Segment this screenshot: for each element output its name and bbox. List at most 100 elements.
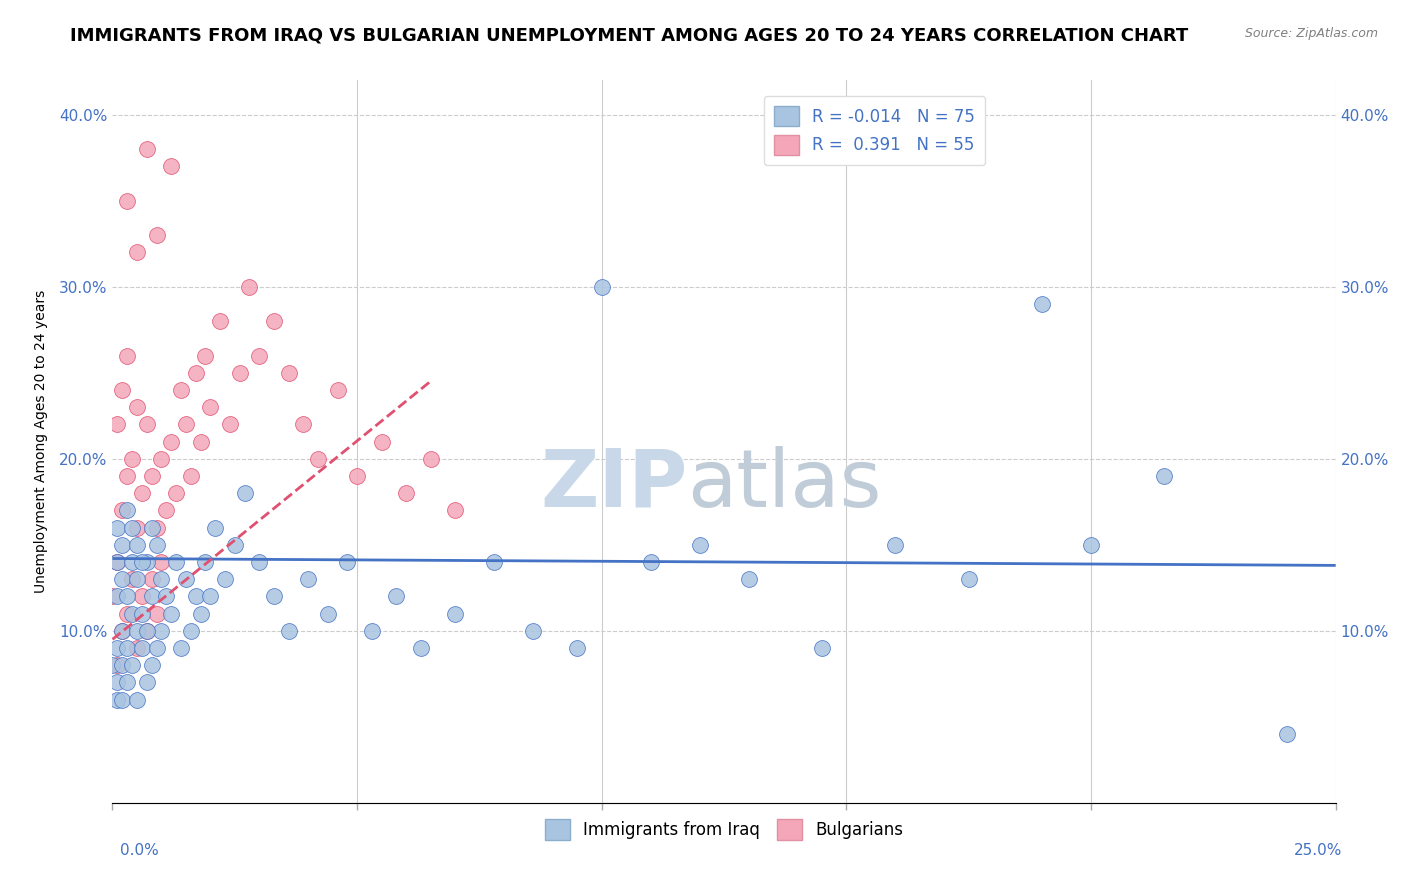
Point <box>105 658 128 673</box>
Point <box>131 640 153 655</box>
Point <box>145 228 167 243</box>
Point <box>135 675 157 690</box>
Text: Source: ZipAtlas.com: Source: ZipAtlas.com <box>1244 27 1378 40</box>
Point <box>150 572 173 586</box>
Point <box>409 640 432 655</box>
Point <box>105 590 128 604</box>
Point <box>121 451 143 466</box>
Point <box>111 624 134 638</box>
Point <box>141 520 163 534</box>
Point <box>131 555 153 569</box>
Point <box>689 538 711 552</box>
Point <box>190 434 212 449</box>
Point <box>115 640 138 655</box>
Text: 25.0%: 25.0% <box>1295 843 1343 858</box>
Point <box>131 607 153 621</box>
Point <box>190 607 212 621</box>
Point <box>307 451 329 466</box>
Point <box>105 417 128 432</box>
Point <box>111 658 134 673</box>
Point <box>135 555 157 569</box>
Point <box>263 314 285 328</box>
Point <box>737 572 759 586</box>
Point <box>135 142 157 156</box>
Point <box>360 624 382 638</box>
Point <box>194 555 217 569</box>
Point <box>170 640 193 655</box>
Point <box>150 555 173 569</box>
Point <box>105 692 128 706</box>
Point <box>591 279 613 293</box>
Point <box>105 555 128 569</box>
Point <box>125 245 148 260</box>
Point <box>1031 297 1053 311</box>
Point <box>200 590 222 604</box>
Point <box>131 590 153 604</box>
Text: atlas: atlas <box>688 446 882 524</box>
Point <box>111 503 134 517</box>
Point <box>111 572 134 586</box>
Point <box>105 520 128 534</box>
Point <box>346 469 368 483</box>
Point <box>1153 469 1175 483</box>
Point <box>316 607 339 621</box>
Point <box>640 555 662 569</box>
Point <box>131 486 153 500</box>
Point <box>292 417 315 432</box>
Point <box>370 434 392 449</box>
Point <box>115 194 138 208</box>
Point <box>105 675 128 690</box>
Y-axis label: Unemployment Among Ages 20 to 24 years: Unemployment Among Ages 20 to 24 years <box>34 290 48 593</box>
Point <box>522 624 544 638</box>
Point <box>160 434 183 449</box>
Point <box>174 417 197 432</box>
Point <box>115 503 138 517</box>
Point <box>200 400 222 414</box>
Point <box>155 590 177 604</box>
Point <box>150 624 173 638</box>
Text: ZIP: ZIP <box>540 446 688 524</box>
Point <box>233 486 256 500</box>
Point <box>160 607 183 621</box>
Point <box>121 520 143 534</box>
Point <box>145 607 167 621</box>
Point <box>125 538 148 552</box>
Point <box>444 607 467 621</box>
Point <box>155 503 177 517</box>
Point <box>204 520 226 534</box>
Point <box>141 590 163 604</box>
Point <box>419 451 441 466</box>
Point <box>180 469 202 483</box>
Point <box>482 555 505 569</box>
Point <box>957 572 980 586</box>
Point <box>121 555 143 569</box>
Point <box>170 383 193 397</box>
Point <box>121 658 143 673</box>
Point <box>884 538 907 552</box>
Point <box>141 469 163 483</box>
Point <box>125 400 148 414</box>
Point <box>194 349 217 363</box>
Point <box>263 590 285 604</box>
Point <box>125 520 148 534</box>
Point <box>160 159 183 173</box>
Point <box>135 624 157 638</box>
Point <box>125 624 148 638</box>
Point <box>184 366 207 380</box>
Point <box>238 279 260 293</box>
Point <box>141 658 163 673</box>
Point <box>115 349 138 363</box>
Point <box>336 555 359 569</box>
Text: 0.0%: 0.0% <box>120 843 159 858</box>
Point <box>111 383 134 397</box>
Point <box>228 366 250 380</box>
Point <box>297 572 319 586</box>
Point <box>111 538 134 552</box>
Point <box>219 417 242 432</box>
Point <box>444 503 467 517</box>
Point <box>125 692 148 706</box>
Point <box>141 572 163 586</box>
Point <box>105 555 128 569</box>
Point <box>277 366 299 380</box>
Point <box>145 520 167 534</box>
